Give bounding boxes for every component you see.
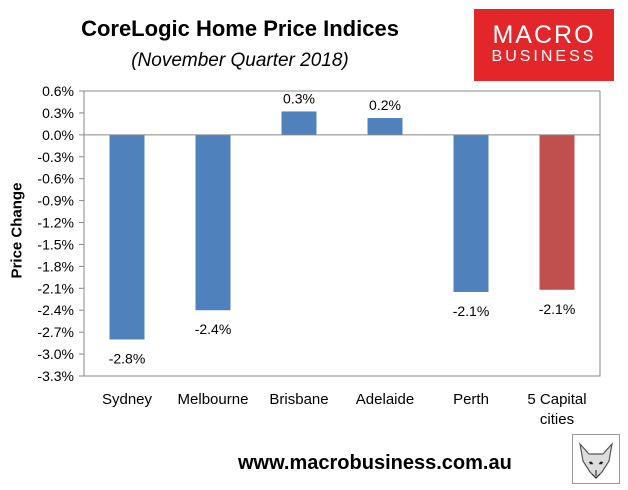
x-tick-label: Sydney <box>102 391 153 408</box>
bar-perth <box>453 134 489 292</box>
bar-5-capital-cities <box>539 134 575 290</box>
y-tick-label: -1.2% <box>37 215 74 231</box>
plot-border <box>83 90 601 377</box>
x-tick-label: Perth <box>453 391 489 408</box>
chart-title: CoreLogic Home Price Indices <box>81 16 399 41</box>
y-tick-label: -2.4% <box>37 302 74 318</box>
chart-subtitle: (November Quarter 2018) <box>131 50 349 71</box>
data-label: -2.4% <box>195 321 232 337</box>
y-tick-label: 0.0% <box>42 127 74 143</box>
data-label: -2.1% <box>539 301 576 317</box>
logo-line-macro: MACRO <box>492 21 596 49</box>
y-tick-label: 0.3% <box>42 105 74 121</box>
data-label: -2.8% <box>109 350 146 366</box>
y-tick-label: -0.9% <box>37 193 74 209</box>
x-tick-label: Brisbane <box>269 391 328 408</box>
fox-sketch-icon <box>572 434 620 484</box>
y-tick-label: -1.8% <box>37 258 74 274</box>
bar-melbourne <box>195 134 231 311</box>
x-tick-label: cities <box>540 411 574 428</box>
macro-business-logo: MACRO BUSINESS <box>474 9 614 81</box>
y-tick-label: -2.1% <box>37 280 74 296</box>
logo-line-business: BUSINESS <box>491 48 597 65</box>
bar-brisbane <box>281 111 317 135</box>
x-tick-label: Adelaide <box>356 391 414 408</box>
data-label: 0.3% <box>283 90 315 106</box>
bar-adelaide <box>367 118 403 135</box>
y-tick-label: -0.6% <box>37 171 74 187</box>
y-tick-label: -1.5% <box>37 236 74 252</box>
y-tick-label: -0.3% <box>37 149 74 165</box>
y-tick-label: -3.0% <box>37 346 74 362</box>
x-tick-label: 5 Capital <box>527 391 586 408</box>
y-tick-label: 0.6% <box>42 83 74 99</box>
website-url: www.macrobusiness.com.au <box>238 452 512 474</box>
x-tick-label: Melbourne <box>178 391 249 408</box>
y-tick-label: -3.3% <box>37 368 74 384</box>
bar-sydney <box>109 134 145 340</box>
y-tick-label: -2.7% <box>37 324 74 340</box>
plot-area: 0.6% 0.3% 0.0% -0.3% -0.6% -0.9% -1.2% -1.5% -1.… <box>37 83 601 428</box>
bar-chart: 0.6% 0.3% 0.0% -0.3% -0.6% -0.9% -1.2% -1.5% -1.… <box>37 83 601 428</box>
data-label: -2.1% <box>453 303 490 319</box>
data-label: 0.2% <box>369 97 401 113</box>
